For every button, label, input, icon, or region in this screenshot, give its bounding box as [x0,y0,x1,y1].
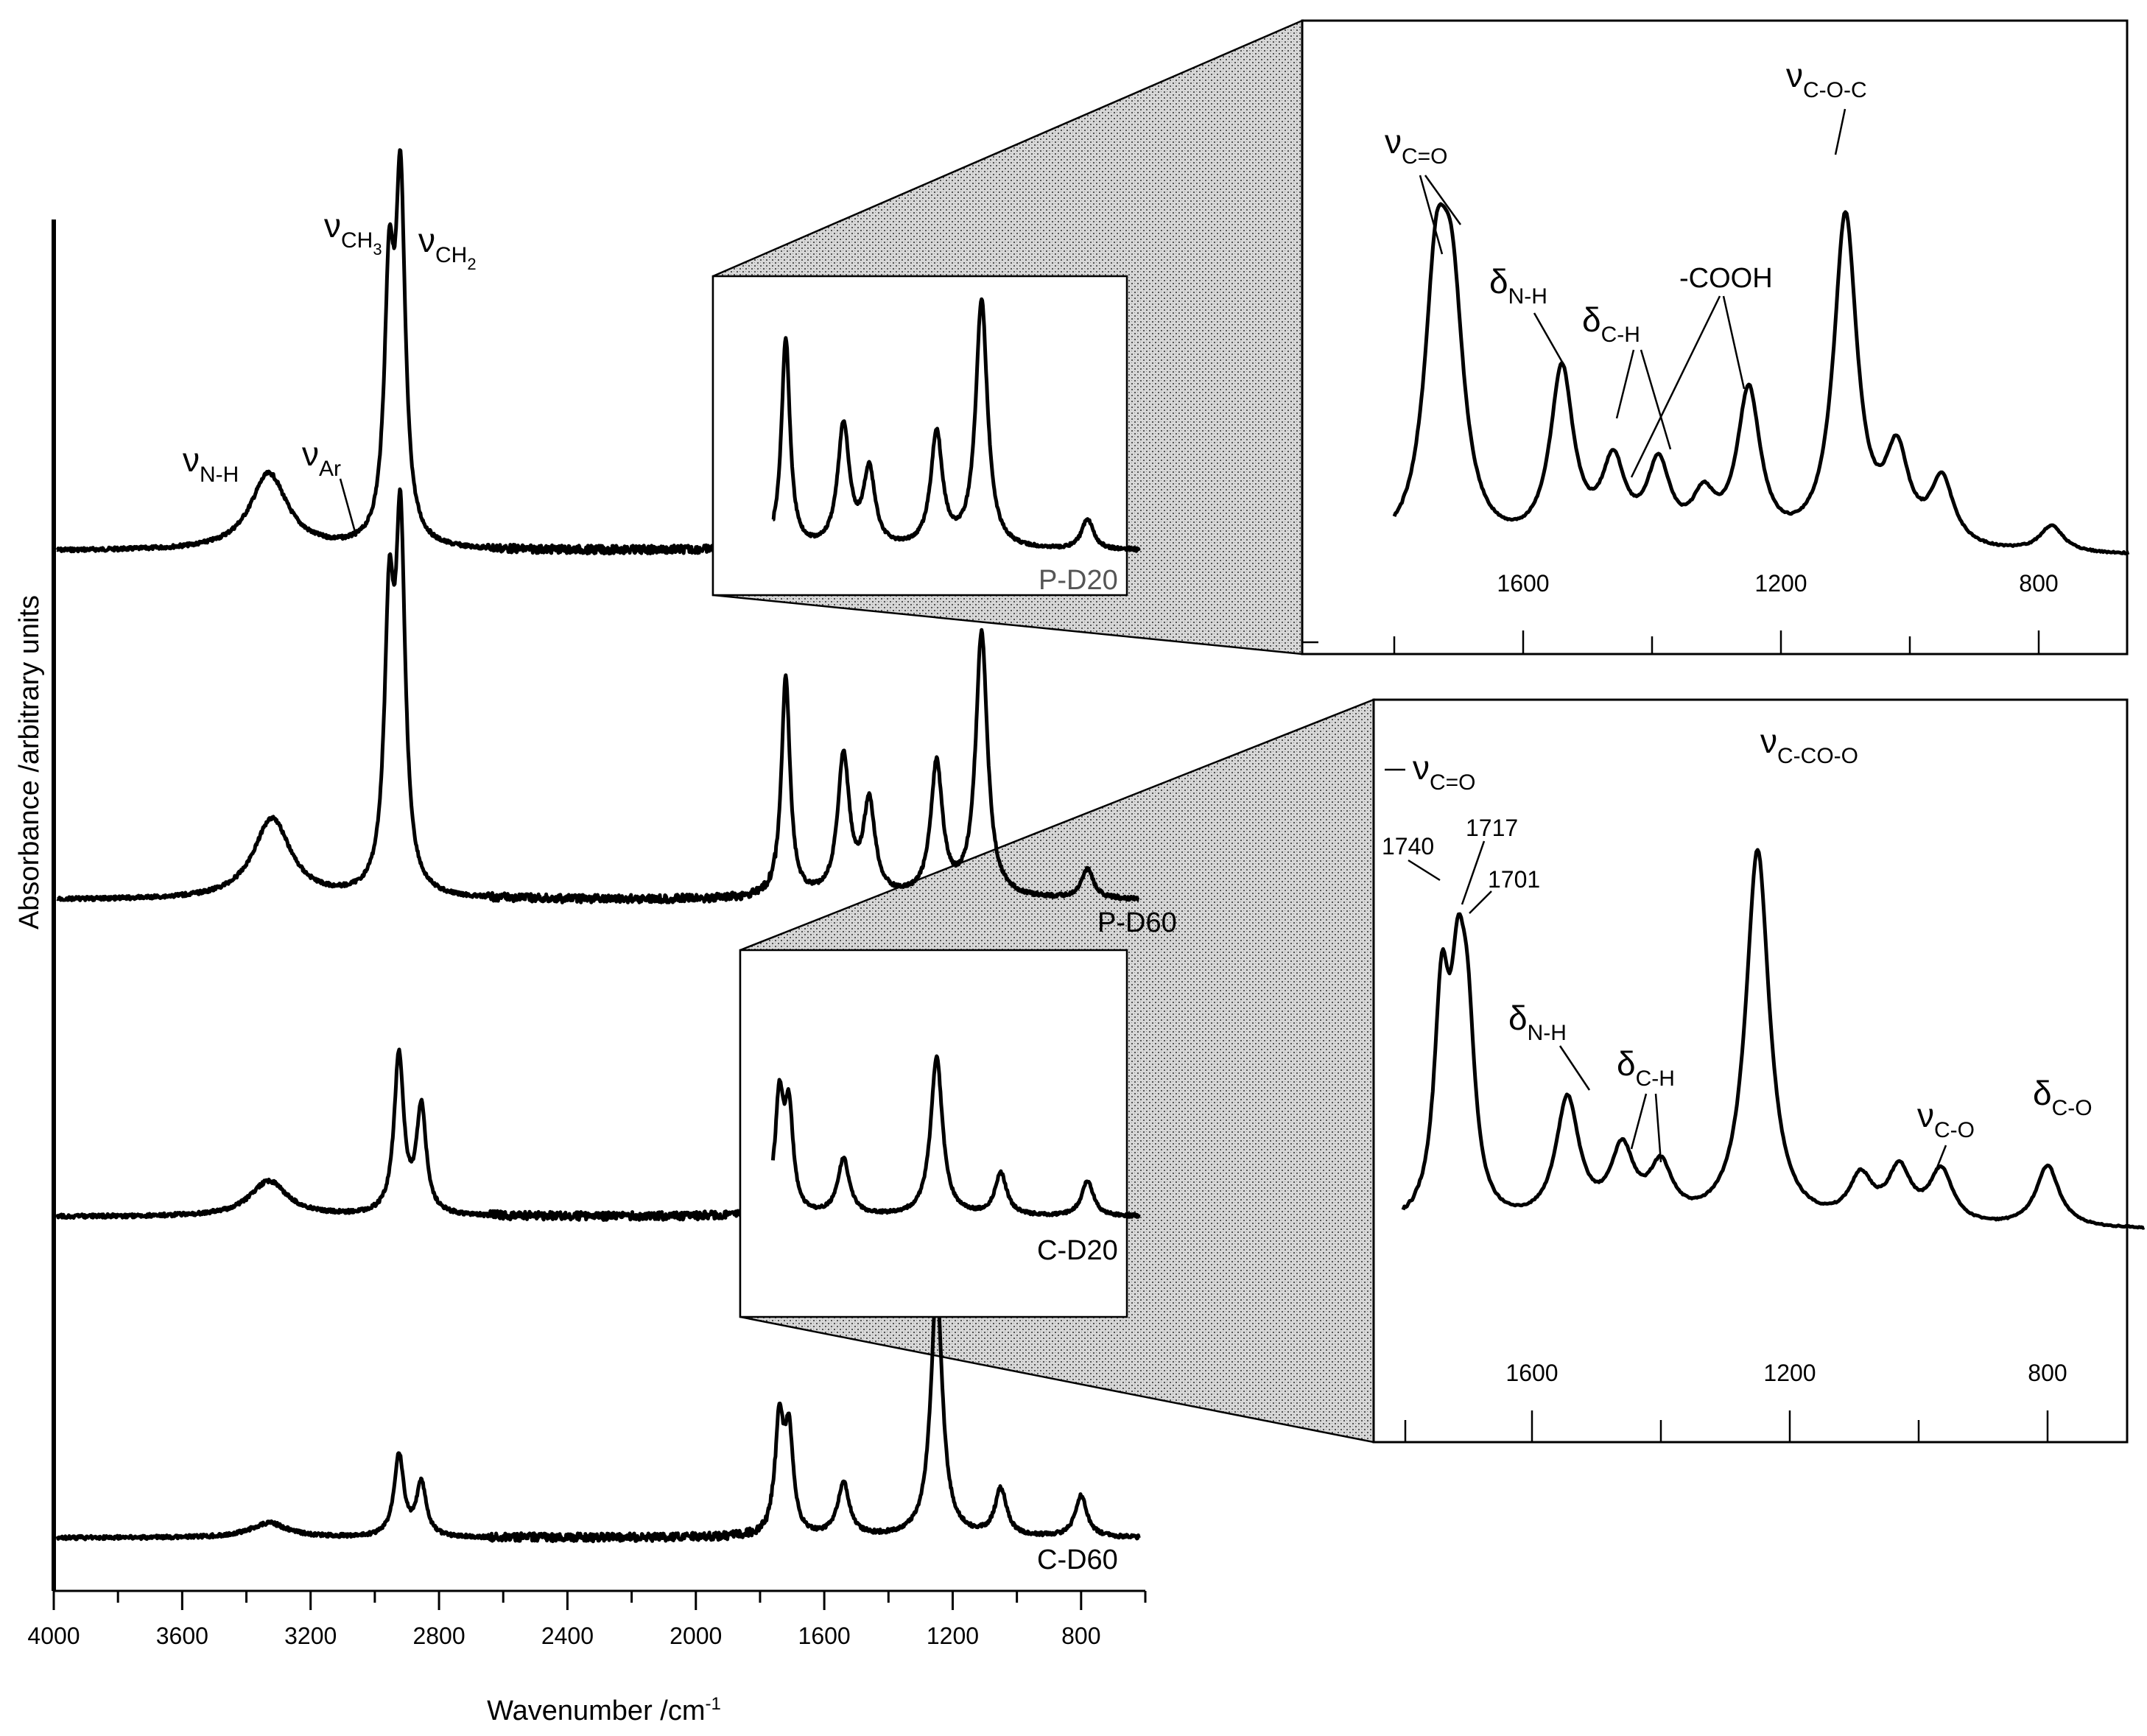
x-axis-ticks [52,1591,1147,1610]
peak-label-nu-ar: νAr [302,435,356,533]
series-label-c-d20: C-D20 [1037,1235,1118,1266]
peak-label-nu-nh: νN-H [183,440,239,487]
inset-bottom-tick-label: 1200 [1763,1360,1816,1386]
x-tick-label: 4000 [27,1623,80,1649]
x-tick-label: 3600 [156,1623,208,1649]
svg-text:νC=O: νC=O [1385,122,1448,169]
svg-text:δC-O: δC-O [2033,1074,2092,1120]
series-label-p-d60: P-D60 [1097,907,1177,938]
inset-small-traces [770,297,1141,1219]
inset-bottom-spectrum [1401,848,2146,1230]
x-axis-title: Wavenumber /cm-1 [487,1694,721,1726]
svg-text:δN-H: δN-H [1489,262,1547,309]
svg-text:δC-H: δC-H [1582,301,1640,347]
inset-top-tick-label: 1200 [1754,570,1807,597]
x-tick-label: 1600 [798,1623,851,1649]
x-tick-label: 2400 [541,1623,594,1649]
inset-top-ticks: 1600 1200 800 [1302,570,2059,654]
inset-top-annotations: νC=O δN-H δC-H -COOH νC-O-C [1385,56,1867,478]
x-tick-label: 2000 [670,1623,722,1649]
svg-text:1717: 1717 [1466,815,1518,841]
inset-bottom-annotations: νC=O 1740 1717 1701 νC-CO-O δN-H δC-H νC… [1382,722,2092,1168]
x-axis-tick-labels: 4000 3600 3200 2800 2400 2000 1600 1200 800 [27,1623,1100,1649]
inset-small-spectrum-p-d20 [771,297,1141,552]
inset-top-frame [1301,19,2129,656]
x-tick-label: 2800 [412,1623,465,1649]
x-tick-label: 3200 [284,1623,337,1649]
series-label-c-d60: C-D60 [1037,1545,1118,1575]
inset-top-spectrum [1392,202,2130,555]
series-label-p-d20: P-D20 [1039,565,1118,596]
svg-text:1740: 1740 [1382,833,1434,860]
svg-text:δN-H: δN-H [1508,999,1567,1045]
inset-bottom-frame [1372,698,2129,1444]
inset-bottom-ticks: 1600 1200 800 [1404,1360,2067,1442]
svg-text:-COOH: -COOH [1679,263,1773,294]
inset-bottom-plot [1401,848,2146,1230]
inset-bottom-tick-label: 1600 [1505,1360,1558,1386]
svg-text:νC-O-C: νC-O-C [1786,56,1867,102]
inset-top-tick-label: 800 [2019,570,2058,597]
svg-text:νC-CO-O: νC-CO-O [1760,722,1858,768]
svg-text:νC-O: νC-O [1917,1096,1975,1142]
svg-text:νN-H: νN-H [183,440,239,487]
inset-box-bottom-small [739,949,1128,1318]
inset-top-tick-label: 1600 [1497,570,1549,597]
x-tick-label: 1200 [927,1623,979,1649]
inset-top-plot [1392,202,2130,555]
svg-text:νCH2: νCH2 [418,221,477,273]
svg-text:νCH3: νCH3 [324,206,382,259]
svg-text:δC-H: δC-H [1617,1044,1675,1091]
svg-text:νC=O: νC=O [1413,748,1476,795]
peak-label-nu-ch3: νCH3 [324,206,382,259]
inset-bottom-tick-label: 800 [2028,1360,2067,1386]
peak-label-nu-ch2: νCH2 [418,221,477,273]
x-tick-label: 800 [1061,1623,1100,1649]
y-axis-title: Absorbance /arbitrary units [14,595,45,930]
inset-small-spectrum-c-d20 [770,1054,1141,1219]
svg-text:νAr: νAr [302,435,341,481]
svg-text:1701: 1701 [1488,866,1540,893]
spectrum-c-d60 [55,1283,1141,1544]
spectrum-p-d60 [55,487,1140,904]
